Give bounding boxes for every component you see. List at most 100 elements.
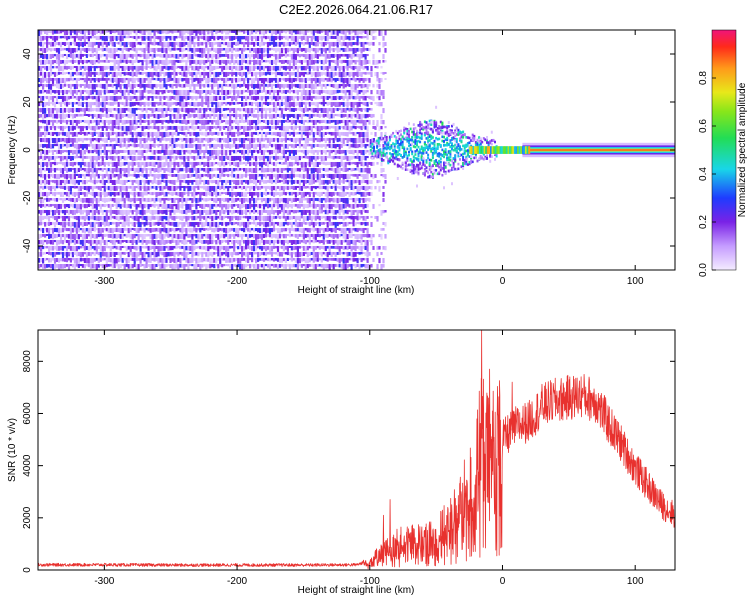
heatmap-cell: [97, 132, 100, 137]
heatmap-cell: [77, 36, 80, 41]
heatmap-cell: [91, 132, 94, 138]
heatmap-cell: [229, 144, 232, 149]
heatmap-cell: [278, 48, 282, 54]
heatmap-cell: [59, 114, 63, 120]
heatmap-cell: [91, 186, 94, 192]
heatmap-cell: [280, 240, 284, 245]
heatmap-cell: [125, 30, 128, 35]
heatmap-cell: [97, 66, 100, 69]
heatmap-cell: [59, 42, 63, 48]
heatmap-cell: [199, 228, 202, 233]
heatmap-cell: [155, 78, 158, 81]
heatmap-cell: [79, 30, 82, 34]
heatmap-cell: [151, 156, 154, 160]
heatmap-cell: [147, 210, 150, 213]
heatmap-cell: [145, 72, 148, 77]
heatmap-cell: [117, 114, 120, 120]
heatmap-cell: [167, 162, 170, 168]
heatmap-cell: [89, 36, 92, 39]
heatmap-cell: [77, 102, 80, 107]
heatmap-cell: [175, 90, 178, 96]
heatmap-cell: [55, 48, 59, 53]
heatmap-cell: [167, 234, 170, 238]
heatmap-cell: [189, 108, 192, 113]
heatmap-cell: [129, 138, 132, 142]
heatmap-cell: [272, 42, 276, 47]
heatmap-cell: [231, 156, 234, 161]
heatmap-cell: [213, 120, 216, 123]
heatmap-cell: [211, 198, 214, 201]
heatmap-cell: [133, 228, 136, 231]
heatmap-cell: [71, 162, 74, 167]
heatmap-cell: [149, 192, 152, 196]
heatmap-cell: [89, 234, 92, 240]
heatmap-cell: [255, 30, 258, 34]
heatmap-cell: [215, 264, 218, 267]
heatmap-cell: [272, 234, 276, 238]
heatmap-cell: [193, 66, 196, 71]
heatmap-cell: [141, 60, 144, 66]
heatmap-cell: [40, 210, 43, 216]
heatmap-cell: [103, 120, 106, 126]
heatmap-cell: [211, 150, 214, 156]
heatmap-cell: [149, 48, 152, 53]
heatmap-cell: [207, 168, 210, 174]
heatmap-cell: [103, 66, 106, 71]
heatmap-cell: [159, 114, 162, 118]
heatmap-cell: [159, 90, 162, 93]
heatmap-cell: [49, 78, 53, 82]
heatmap-cell: [201, 174, 204, 178]
heatmap-cell: [107, 186, 110, 191]
heatmap-cell: [233, 102, 236, 105]
heatmap-cell: [67, 96, 71, 100]
heatmap-cell: [105, 120, 108, 123]
heatmap-cell: [131, 264, 134, 269]
heatmap-cell: [276, 180, 280, 183]
heatmap-cell: [89, 84, 92, 89]
heatmap-cell: [89, 198, 92, 204]
heatmap-cell: [83, 246, 86, 251]
heatmap-cell: [181, 132, 184, 135]
heatmap-cell: [280, 168, 284, 173]
heatmap-cell: [44, 90, 47, 93]
heatmap-cell: [276, 48, 280, 52]
heatmap-cell: [249, 150, 252, 154]
heatmap-cell: [57, 120, 61, 123]
heatmap-cell: [42, 42, 45, 48]
heatmap-cell: [229, 210, 232, 213]
heatmap-cell: [117, 108, 120, 114]
heatmap-cell: [171, 180, 174, 185]
heatmap-cell: [159, 126, 162, 130]
heatmap-cell: [61, 144, 65, 148]
heatmap-cell: [101, 48, 104, 52]
heatmap-cell: [48, 180, 51, 185]
heatmap-cell: [280, 156, 284, 160]
heatmap-cell: [49, 222, 53, 226]
heatmap-cell: [79, 228, 82, 231]
heatmap-cell: [215, 174, 218, 178]
heatmap-cell: [159, 228, 162, 234]
heatmap-cell: [231, 42, 234, 48]
heatmap-cell: [205, 96, 208, 102]
heatmap-cell: [241, 198, 244, 204]
heatmap-cell: [143, 66, 146, 69]
heatmap-cell: [42, 252, 45, 255]
heatmap-cell: [201, 48, 204, 54]
heatmap-cell: [167, 102, 170, 108]
heatmap-cell: [217, 210, 220, 212]
heatmap-cell: [133, 138, 136, 144]
heatmap-cell: [185, 102, 188, 107]
heatmap-cell: [141, 168, 144, 174]
heatmap-cell: [276, 234, 280, 240]
heatmap-cell: [274, 162, 278, 167]
heatmap-cell: [44, 168, 47, 172]
heatmap-cell: [38, 144, 41, 149]
heatmap-cell: [163, 240, 166, 245]
heatmap-cell: [55, 150, 59, 155]
heatmap-cell: [153, 216, 156, 220]
heatmap-cell: [177, 156, 180, 159]
heatmap-cell: [40, 66, 43, 72]
heatmap-cell: [81, 144, 84, 150]
heatmap-cell: [284, 192, 287, 196]
heatmap-cell: [105, 42, 108, 48]
